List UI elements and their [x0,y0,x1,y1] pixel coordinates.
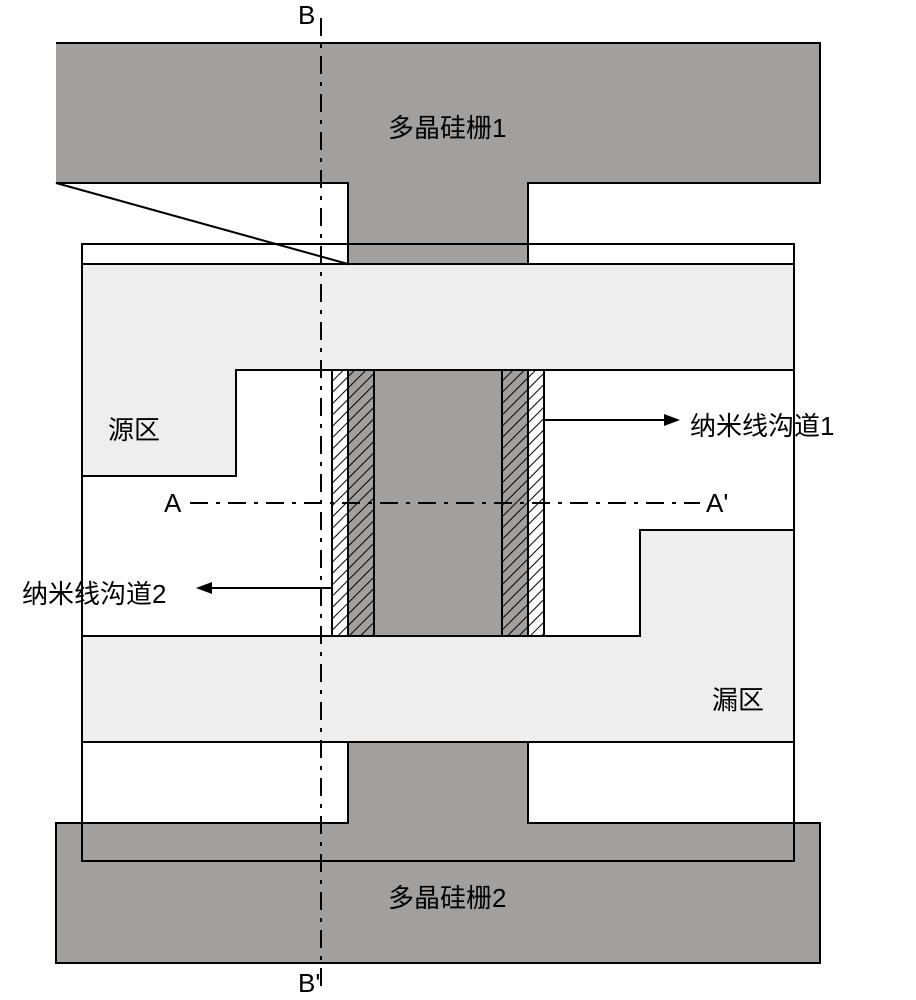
label-drain: 漏区 [712,680,764,717]
drain-over-gate [332,636,544,742]
label-b-prime: B' [298,968,320,999]
drain-tab [640,530,794,636]
source-over-gate [332,264,544,370]
label-poly-gate-bottom: 多晶硅栅2 [388,878,506,915]
label-a: A [164,488,181,519]
label-source: 源区 [108,410,160,447]
arrow-nanowire1-head [664,414,680,426]
label-b: B [298,0,315,31]
label-poly-gate-top: 多晶硅栅1 [388,108,506,145]
label-a-prime: A' [706,488,728,519]
arrow-nanowire2-head [196,582,212,594]
diagram-svg [0,0,916,1000]
label-nanowire2: 纳米线沟道2 [22,574,166,611]
diagram-canvas: 多晶硅栅1 多晶硅栅2 源区 漏区 纳米线沟道1 纳米线沟道2 A A' B B… [0,0,916,1000]
label-nanowire1: 纳米线沟道1 [690,406,834,443]
